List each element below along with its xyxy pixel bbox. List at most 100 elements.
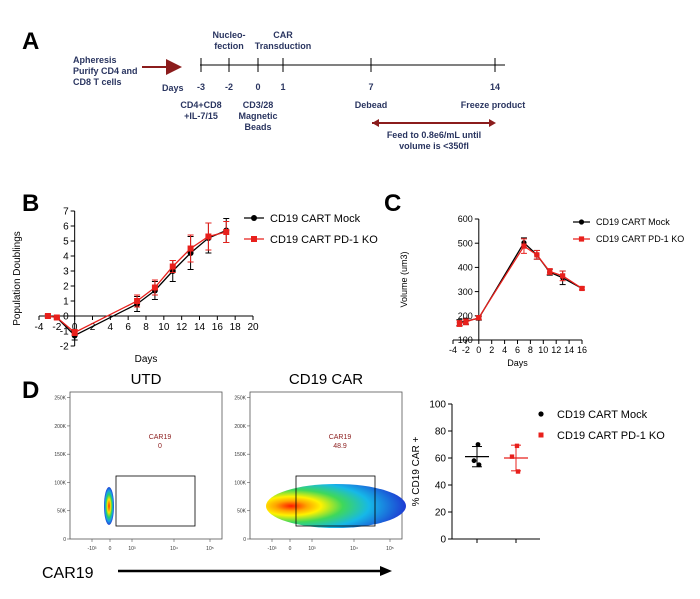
y-tick-label: 300 bbox=[458, 287, 473, 297]
timeline-top-labels: Nucleo-fection CAR Transduction bbox=[212, 30, 311, 51]
flow-y-tick-label: 0 bbox=[63, 537, 66, 543]
flow-x-tick-label: 0 bbox=[109, 546, 112, 552]
x-tick-label: 4 bbox=[108, 322, 114, 333]
timeline-bottom-label: Debead bbox=[355, 100, 388, 110]
timeline-start-text: Apheresis Purify CD4 and CD8 T cells bbox=[73, 55, 138, 87]
data-point bbox=[534, 252, 540, 258]
flow-x-axis-label: CAR19 bbox=[42, 565, 94, 582]
flow-plots: UTD 250K 200K 150K 100K 50K 0 -10³ 0 10³ 10⁴ 10⁵ CAR… bbox=[54, 371, 406, 552]
feed-arrow-head-left bbox=[372, 119, 379, 127]
y-tick-label: 20 bbox=[435, 508, 447, 519]
data-point bbox=[521, 243, 527, 249]
panel-label-a: A bbox=[22, 28, 39, 55]
y-tick-label: 100 bbox=[429, 400, 446, 411]
y-axis-title: % CD19 CAR + bbox=[411, 436, 422, 506]
flow-x-tick-label: 0 bbox=[289, 546, 292, 552]
timeline-ticks: -3 -2 0 1 7 14 bbox=[197, 58, 500, 92]
x-tick-label: -2 bbox=[52, 322, 61, 333]
x-tick-label: -2 bbox=[462, 345, 470, 355]
legend-label: CD19 CART PD-1 KO bbox=[596, 234, 684, 244]
timeline-tick-label: 0 bbox=[255, 82, 260, 92]
flow-x-tick-label: -10³ bbox=[88, 546, 97, 552]
data-point bbox=[223, 229, 230, 235]
flow-x-tick-label: -10³ bbox=[268, 546, 277, 552]
y-tick-label: 600 bbox=[458, 214, 473, 224]
legend-marker bbox=[538, 411, 544, 417]
legend-label: CD19 CART Mock bbox=[596, 217, 670, 227]
x-axis-title: Days bbox=[135, 354, 158, 365]
timeline-bottom-label: CD4+CD8 +IL-7/15 bbox=[180, 100, 221, 121]
y-tick-label: 7 bbox=[63, 207, 69, 218]
timeline-bottom-label: Freeze product bbox=[461, 100, 526, 110]
flow-x-tick-label: 10⁴ bbox=[350, 546, 358, 552]
data-point bbox=[547, 268, 553, 275]
data-point bbox=[151, 284, 158, 291]
legend-marker bbox=[578, 219, 585, 225]
flow-gate bbox=[115, 475, 196, 527]
panel-label-d: D bbox=[22, 377, 39, 404]
y-tick-label: 0 bbox=[63, 312, 69, 323]
data-point bbox=[514, 443, 520, 449]
x-tick-label: 20 bbox=[247, 322, 259, 333]
data-point bbox=[475, 442, 481, 447]
data-point bbox=[476, 462, 482, 468]
x-tick-label: 18 bbox=[230, 322, 242, 333]
flow-y-tick-label: 0 bbox=[243, 537, 246, 543]
data-point bbox=[463, 319, 469, 325]
flow-x-tick-label: 10⁵ bbox=[206, 546, 214, 552]
data-point bbox=[134, 298, 141, 304]
flow-gate-value: 48.9 bbox=[333, 443, 347, 450]
x-tick-label: 12 bbox=[176, 322, 188, 333]
flow-y-tick-label: 200K bbox=[234, 424, 246, 430]
flow-density bbox=[266, 484, 406, 528]
feed-arrow-head-right bbox=[489, 119, 496, 127]
y-tick-label: 5 bbox=[63, 237, 69, 248]
timeline-tick-label: -2 bbox=[225, 82, 233, 92]
y-tick-label: 400 bbox=[458, 263, 473, 273]
x-tick-label: 0 bbox=[72, 322, 78, 333]
flow-y-tick-label: 150K bbox=[54, 452, 66, 458]
x-tick-label: 14 bbox=[194, 322, 206, 333]
y-axis-title: Volume (um3) bbox=[399, 251, 409, 307]
y-tick-label: 40 bbox=[435, 481, 447, 492]
data-point bbox=[476, 315, 482, 321]
timeline-tick-label: 7 bbox=[368, 82, 373, 92]
x-tick-label: 6 bbox=[125, 322, 131, 333]
data-point bbox=[169, 263, 176, 270]
y-tick-label: 200 bbox=[458, 311, 473, 321]
legend-label: CD19 CART Mock bbox=[270, 213, 361, 225]
y-tick-label: 0 bbox=[440, 535, 446, 546]
y-tick-label: 3 bbox=[63, 267, 69, 278]
flow-y-tick-label: 250K bbox=[234, 396, 246, 402]
legend-label: CD19 CART Mock bbox=[557, 409, 648, 421]
chart-c-plot: 100 200 300 400 500 600 -4 -2 0 2 4 6 8 10 12 14 16 Days V… bbox=[399, 214, 684, 368]
x-tick-label: 12 bbox=[551, 345, 561, 355]
flow-x-tick-label: 10³ bbox=[128, 546, 136, 552]
y-tick-label: 2 bbox=[63, 282, 69, 293]
y-tick-label: 4 bbox=[63, 252, 69, 263]
x-tick-label: 8 bbox=[528, 345, 533, 355]
x-tick-label: -4 bbox=[35, 322, 44, 333]
data-point bbox=[471, 458, 477, 464]
legend-marker bbox=[251, 236, 257, 242]
data-point bbox=[187, 245, 194, 252]
feed-text: Feed to 0.8e6/mL until volume is <350fl bbox=[387, 130, 481, 151]
flow-plot-frame bbox=[69, 391, 223, 540]
flow-y-tick-label: 150K bbox=[234, 452, 246, 458]
series-line bbox=[459, 241, 583, 324]
x-axis-title: Days bbox=[507, 358, 528, 368]
legend-label: CD19 CART PD-1 KO bbox=[557, 430, 665, 442]
flow-gate bbox=[295, 475, 376, 527]
flow-x-tick-label: 10⁵ bbox=[386, 546, 394, 552]
x-tick-label: 14 bbox=[564, 345, 574, 355]
timeline-bottom-labels: CD4+CD8 +IL-7/15 CD3/28 Magnetic Beads Debead… bbox=[180, 100, 525, 132]
days-label: Days bbox=[162, 83, 184, 93]
timeline-tick-label: 14 bbox=[490, 82, 500, 92]
legend-marker bbox=[538, 432, 544, 438]
timeline-top-label: CAR Transduction bbox=[255, 30, 312, 51]
chart-d-plot: 0 20 40 60 80 100 % CD19 CAR + CD19 CART Mock CD… bbox=[411, 400, 665, 546]
legend-marker bbox=[578, 236, 585, 242]
data-point bbox=[205, 233, 212, 240]
legend-marker bbox=[251, 215, 257, 221]
